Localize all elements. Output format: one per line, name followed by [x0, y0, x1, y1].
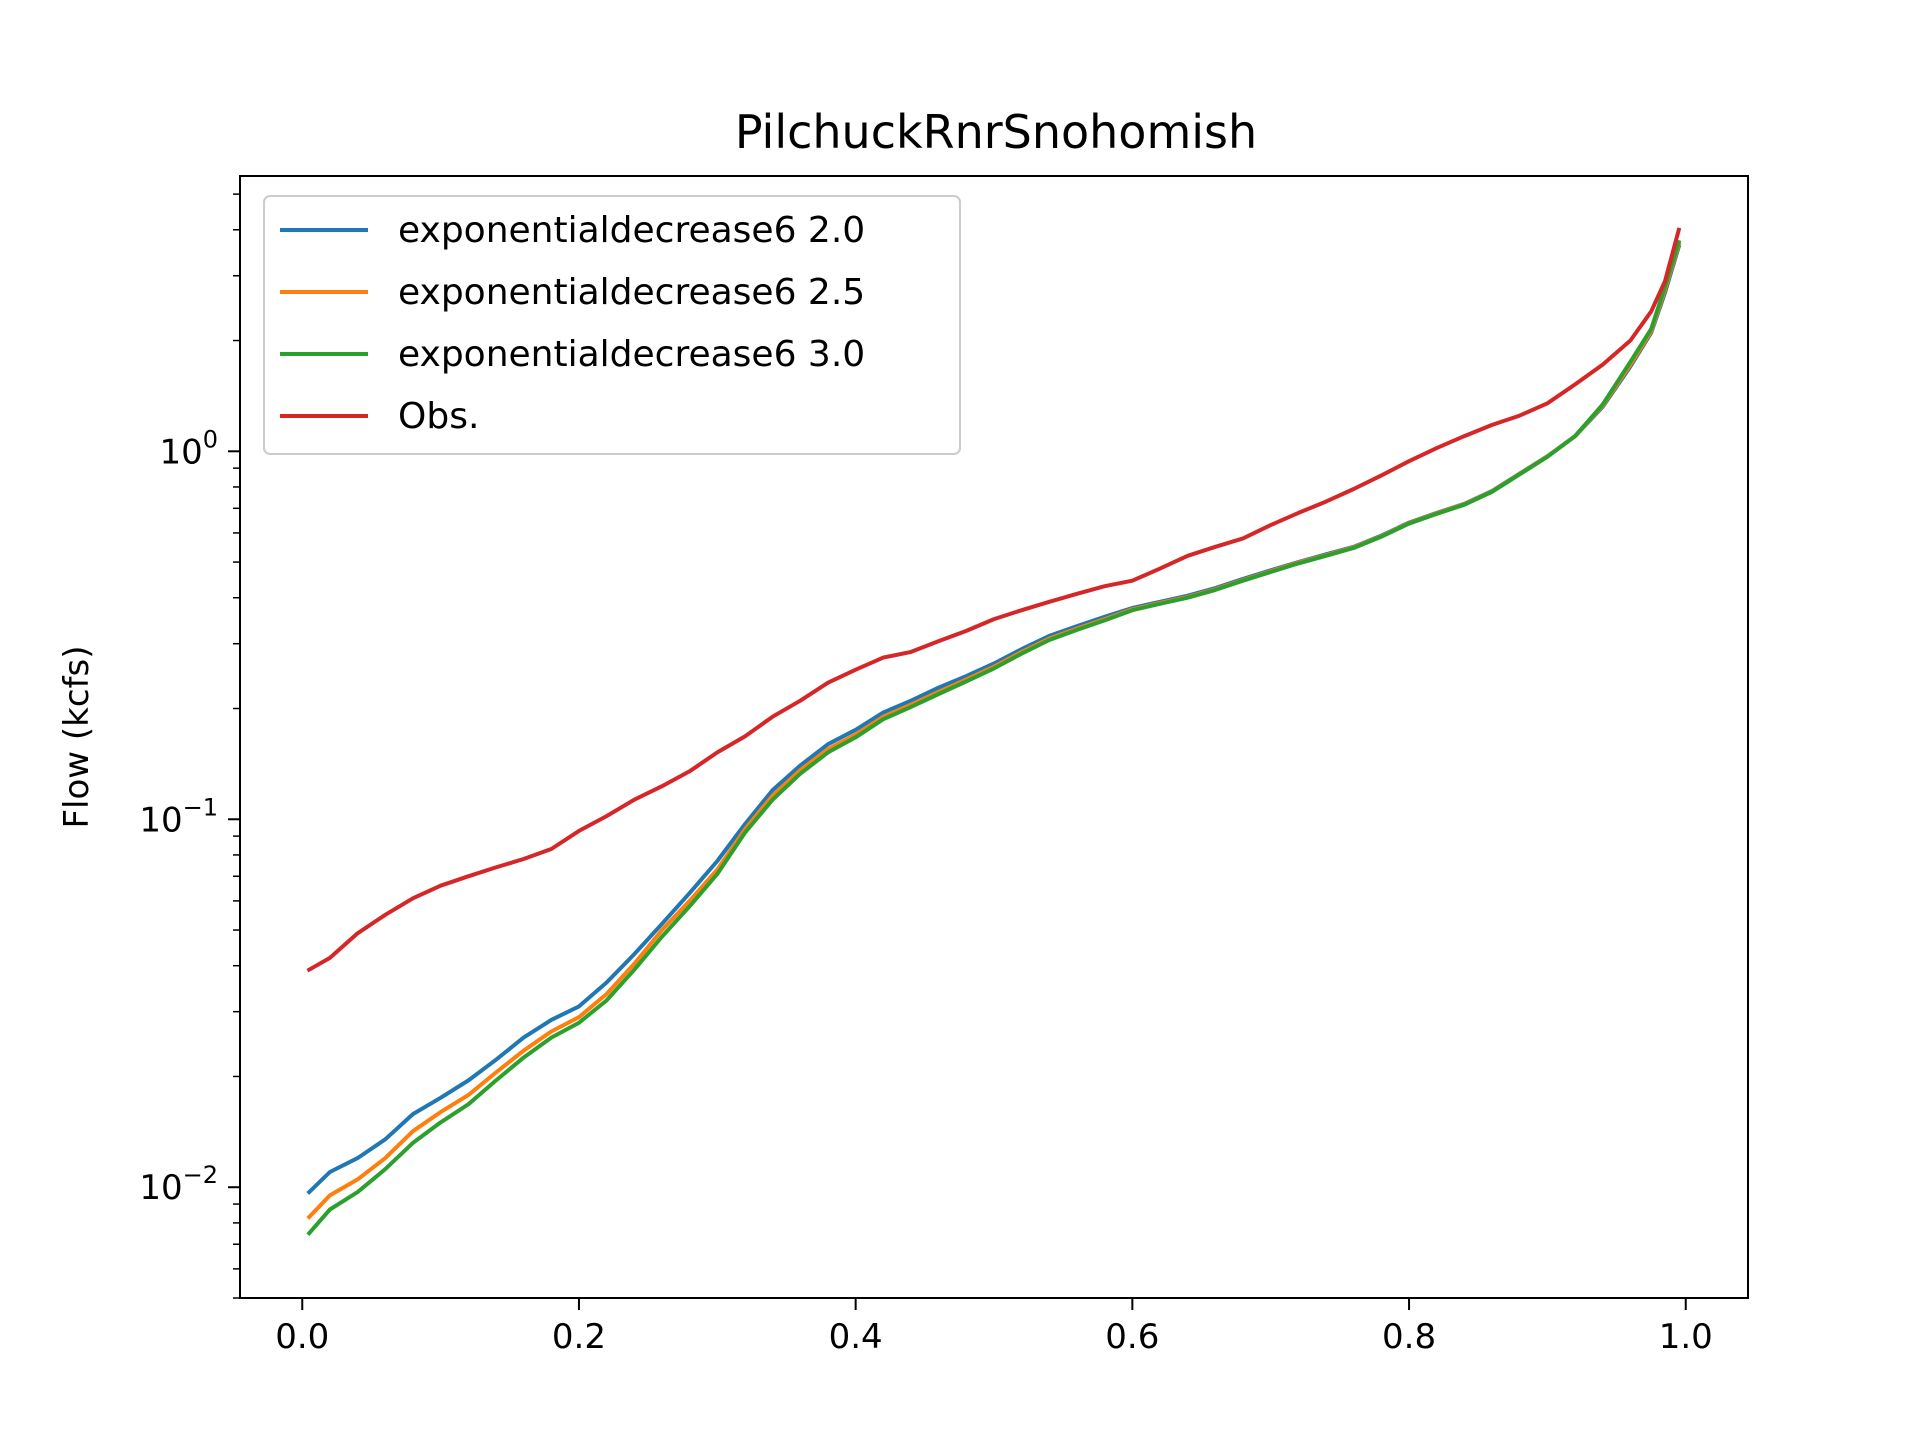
- x-tick-label: 1.0: [1659, 1317, 1713, 1357]
- plot-lines: [306, 227, 1682, 1237]
- y-tick-label: 10−2: [139, 1161, 218, 1208]
- legend-item: Obs.: [280, 396, 479, 437]
- x-tick-label: 0.2: [552, 1317, 606, 1357]
- axes-frame: [239, 175, 1749, 1299]
- chart-title: PilchuckRnrSnohomish: [735, 105, 1257, 159]
- y-tick-label: 100: [159, 425, 218, 472]
- legend-label: exponentialdecrease6 3.0: [398, 334, 865, 375]
- legend-item: exponentialdecrease6 2.5: [280, 272, 865, 313]
- legend-item: exponentialdecrease6 2.0: [280, 210, 865, 251]
- y-tick-label: 10−1: [139, 793, 218, 840]
- legend-box: [263, 195, 961, 455]
- x-axis: 0.0 0.2 0.4 0.6 0.8 1.0: [275, 1298, 1713, 1357]
- x-tick-label: 0.6: [1105, 1317, 1159, 1357]
- legend-item: exponentialdecrease6 3.0: [280, 334, 865, 375]
- legend: exponentialdecrease6 2.0 exponentialdecre…: [263, 195, 961, 455]
- series-line-4: [306, 227, 1682, 973]
- x-tick-label: 0.8: [1382, 1317, 1436, 1357]
- y-axis-label: Flow (kcfs): [57, 645, 97, 828]
- legend-label: Obs.: [398, 396, 479, 437]
- series-line-3: [306, 239, 1682, 1237]
- x-tick-label: 0.0: [275, 1317, 329, 1357]
- legend-label: exponentialdecrease6 2.0: [398, 210, 865, 251]
- y-axis: 10−2 10−1 100: [139, 193, 240, 1299]
- legend-label: exponentialdecrease6 2.5: [398, 272, 865, 313]
- x-tick-label: 0.4: [829, 1317, 883, 1357]
